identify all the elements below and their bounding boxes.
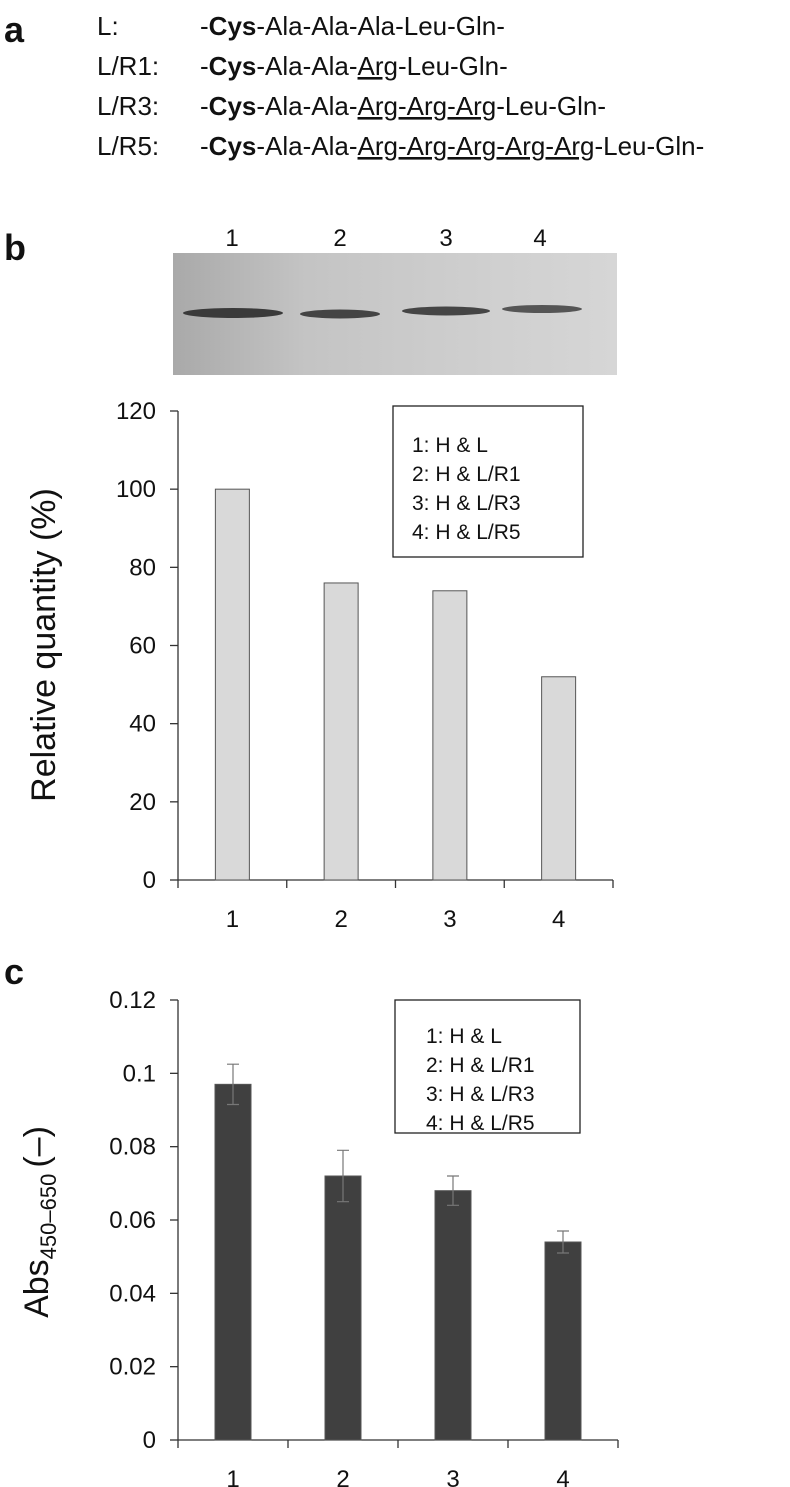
sequence-part: -Ala-Ala- — [256, 51, 357, 81]
legend-entry: 2: H & L/R1 — [412, 463, 521, 486]
bar — [432, 590, 468, 881]
x-tick-label: 1 — [226, 1466, 239, 1487]
sequence-part: Arg-Arg-Arg — [358, 91, 497, 121]
legend-entry: 1: H & L — [426, 1025, 502, 1048]
x-tick-label: 3 — [443, 906, 456, 933]
error-bar — [337, 1149, 349, 1203]
sequence-part: -Leu-Gln- — [496, 91, 606, 121]
gel-band — [300, 309, 380, 319]
y-tick-label: 60 — [129, 633, 156, 660]
legend-entry: 3: H & L/R3 — [426, 1083, 535, 1106]
error-bar — [447, 1175, 459, 1206]
gel-image — [173, 253, 617, 375]
y-axis-label: Abs450–650 (–) — [18, 1126, 61, 1318]
y-tick-label: 0.04 — [109, 1280, 156, 1307]
legend-box — [392, 405, 584, 558]
y-axis-label-suffix: (–) — [18, 1126, 56, 1168]
x-tick-label: 3 — [446, 1466, 459, 1487]
legend-entry: 4: H & L/R5 — [426, 1112, 535, 1135]
x-tick-label: 4 — [552, 906, 565, 933]
error-bar — [227, 1063, 239, 1106]
bar — [544, 1241, 582, 1441]
bar — [434, 1190, 472, 1441]
lane-label: 2 — [333, 225, 346, 252]
legend-entry: 3: H & L/R3 — [412, 492, 521, 515]
sequence-part: - — [200, 91, 209, 121]
y-tick-label: 0 — [143, 1427, 156, 1454]
panel-label: c — [4, 951, 24, 992]
sequence-part: Cys — [209, 11, 257, 41]
x-tick-label: 4 — [556, 1466, 569, 1487]
bar — [323, 582, 359, 881]
lane-label: 1 — [225, 225, 238, 252]
sequence-part: Cys — [209, 131, 257, 161]
lane-label: 4 — [533, 225, 546, 252]
bar — [541, 676, 577, 881]
sequence-label: L/R3: — [97, 91, 159, 121]
bar — [324, 1175, 362, 1441]
sequence-part: Arg — [358, 51, 398, 81]
y-axis-label: Relative quantity (%) — [25, 488, 63, 802]
panel-label: b — [4, 227, 26, 268]
sequence-part: Cys — [209, 51, 257, 81]
sequence-part: Cys — [209, 91, 257, 121]
sequence: -Cys-Ala-Ala-Arg-Leu-Gln- — [200, 51, 508, 81]
sequence-label: L: — [97, 11, 119, 41]
gel-band — [502, 305, 582, 313]
panel-label: a — [4, 9, 25, 50]
legend-entry: 1: H & L — [412, 434, 488, 457]
y-tick-label: 0.02 — [109, 1354, 156, 1381]
y-axis-label-main: Relative quantity (%) — [25, 488, 63, 802]
x-tick-label: 1 — [226, 906, 239, 933]
sequence-label: L/R1: — [97, 51, 159, 81]
sequence-part: -Ala-Ala- — [256, 131, 357, 161]
sequence-part: -Leu-Gln- — [594, 131, 704, 161]
sequence-part: - — [200, 11, 209, 41]
sequence-part: Arg-Arg-Arg-Arg-Arg — [358, 131, 595, 161]
lane-label: 3 — [439, 225, 452, 252]
y-axis-label-main: Abs — [18, 1259, 56, 1318]
sequence-part: - — [200, 51, 209, 81]
y-tick-label: 0.1 — [123, 1060, 156, 1087]
bar — [214, 488, 250, 881]
sequence-part: -Ala-Ala-Ala-Leu-Gln- — [256, 11, 505, 41]
bar — [214, 1083, 252, 1441]
y-tick-label: 80 — [129, 554, 156, 581]
y-tick-label: 40 — [129, 711, 156, 738]
y-tick-label: 0 — [143, 867, 156, 894]
sequence-label: L/R5: — [97, 131, 159, 161]
y-tick-label: 0.08 — [109, 1134, 156, 1161]
y-axis-label-subscript: 450–650 — [36, 1174, 61, 1260]
legend-entry: 4: H & L/R5 — [412, 521, 521, 544]
sequence-part: - — [200, 131, 209, 161]
sequence-part: -Ala-Ala- — [256, 91, 357, 121]
y-tick-label: 120 — [116, 398, 156, 425]
y-tick-label: 0.12 — [109, 987, 156, 1014]
y-tick-label: 20 — [129, 789, 156, 816]
gel-band — [402, 306, 490, 316]
sequence: -Cys-Ala-Ala-Arg-Arg-Arg-Leu-Gln- — [200, 91, 606, 121]
sequence-part: -Leu-Gln- — [398, 51, 508, 81]
x-tick-label: 2 — [334, 906, 347, 933]
sequence: -Cys-Ala-Ala-Ala-Leu-Gln- — [200, 11, 505, 41]
y-tick-label: 0.06 — [109, 1207, 156, 1234]
sequence: -Cys-Ala-Ala-Arg-Arg-Arg-Arg-Arg-Leu-Gln… — [200, 131, 704, 161]
legend-box — [394, 999, 581, 1134]
x-tick-label: 2 — [336, 1466, 349, 1487]
legend-entry: 2: H & L/R1 — [426, 1054, 535, 1077]
error-bar — [557, 1230, 569, 1254]
y-tick-label: 100 — [116, 476, 156, 503]
gel-band — [183, 308, 283, 318]
